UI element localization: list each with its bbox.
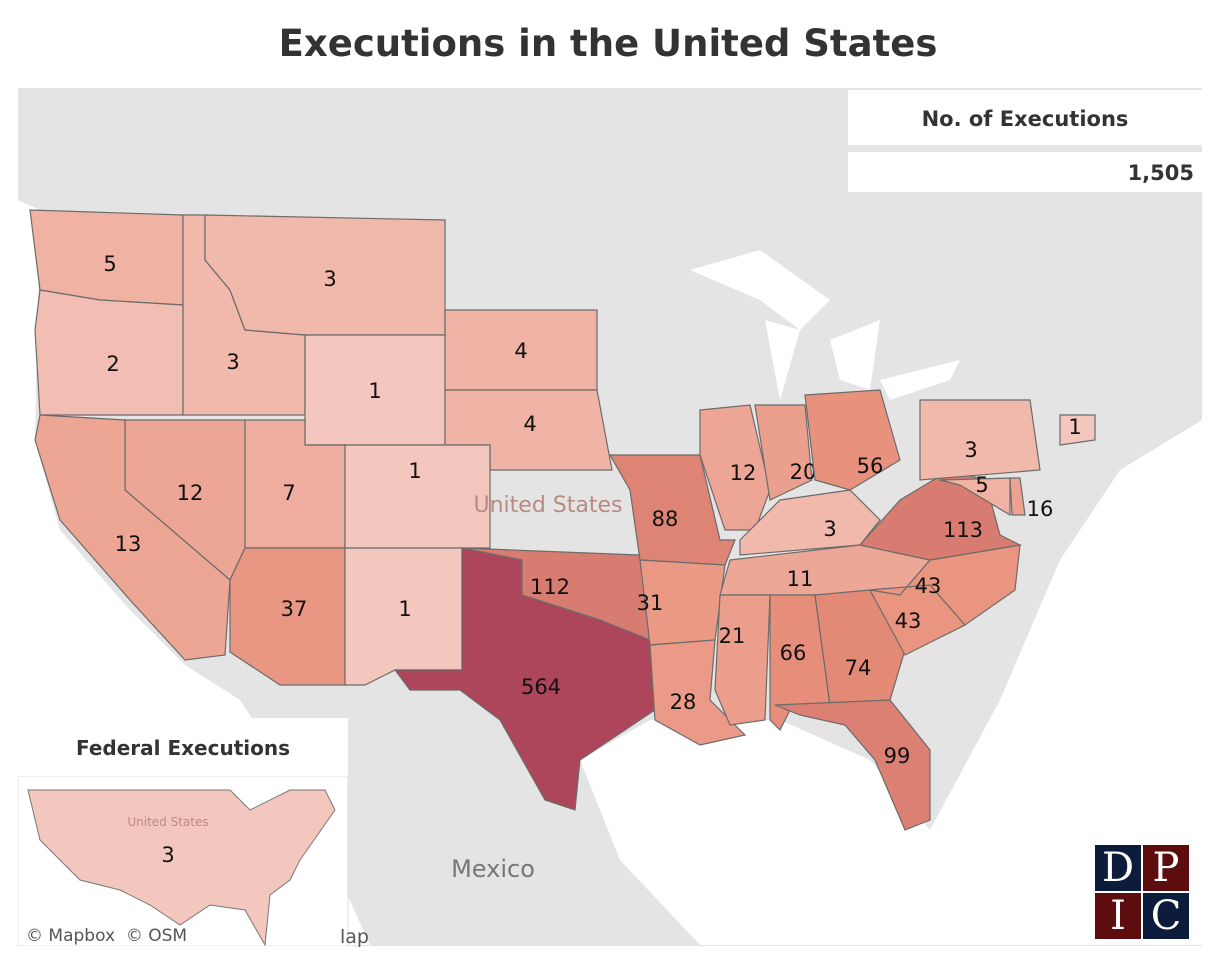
federal-value: 3 bbox=[161, 843, 174, 867]
state-shape[interactable] bbox=[919, 399, 1041, 481]
state-value-label: 3 bbox=[226, 350, 239, 374]
state-value-label: 1 bbox=[408, 459, 421, 483]
state-shape[interactable] bbox=[774, 699, 931, 831]
state-value-label: 1 bbox=[1068, 415, 1081, 439]
state-value-label: 2 bbox=[106, 352, 119, 376]
state-az[interactable]: 37 bbox=[229, 547, 346, 686]
state-value-label: 11 bbox=[787, 567, 814, 591]
state-value-label: 12 bbox=[177, 481, 204, 505]
state-shape[interactable] bbox=[649, 639, 747, 746]
state-shape[interactable] bbox=[814, 589, 906, 706]
logo-letter: P bbox=[1142, 844, 1190, 892]
state-shape[interactable] bbox=[204, 214, 446, 336]
state-shape[interactable] bbox=[754, 404, 813, 501]
state-oh[interactable]: 56 bbox=[804, 389, 901, 491]
state-wy[interactable]: 1 bbox=[304, 334, 446, 446]
state-ct[interactable]: 1 bbox=[1059, 414, 1096, 446]
page-title: Executions in the United States bbox=[278, 22, 938, 65]
federal-inset[interactable]: United States 3 bbox=[18, 775, 349, 946]
state-value-label: 1 bbox=[398, 597, 411, 621]
state-value-label: 1 bbox=[368, 379, 381, 403]
state-value-label: 4 bbox=[514, 339, 527, 363]
state-value-label: 37 bbox=[281, 597, 308, 621]
state-ky[interactable]: 3 bbox=[739, 489, 881, 556]
state-shape[interactable] bbox=[714, 594, 771, 726]
state-ca[interactable]: 13 bbox=[34, 414, 231, 661]
state-il[interactable]: 12 bbox=[699, 404, 771, 531]
state-value-label: 3 bbox=[823, 517, 836, 541]
state-mt[interactable]: 3 bbox=[204, 214, 446, 336]
state-value-label: 88 bbox=[652, 507, 679, 531]
state-value-label: 21 bbox=[719, 624, 746, 648]
state-shape[interactable] bbox=[869, 544, 1021, 626]
state-shape[interactable] bbox=[739, 489, 881, 556]
state-fl[interactable]: 99 bbox=[774, 699, 931, 831]
state-or[interactable]: 2 bbox=[34, 289, 184, 416]
gulf-ocean bbox=[580, 420, 1202, 945]
state-value-label: 28 bbox=[670, 690, 697, 714]
dpic-logo: D P I C bbox=[1092, 842, 1192, 942]
state-value-label: 3 bbox=[964, 438, 977, 462]
state-value-label: 12 bbox=[730, 461, 757, 485]
state-pa[interactable]: 3 bbox=[919, 399, 1041, 481]
state-shape[interactable] bbox=[34, 414, 231, 661]
state-la[interactable]: 28 bbox=[649, 639, 747, 746]
federal-us-shape[interactable] bbox=[27, 789, 336, 946]
state-sd[interactable]: 4 bbox=[444, 309, 598, 391]
state-in[interactable]: 20 bbox=[754, 404, 817, 501]
state-value-label: 20 bbox=[790, 460, 817, 484]
state-value-label: 112 bbox=[530, 575, 570, 599]
logo-letter: C bbox=[1142, 892, 1190, 940]
state-nc[interactable]: 43 bbox=[869, 544, 1021, 626]
state-de[interactable]: 16 bbox=[1009, 477, 1054, 521]
state-nm[interactable]: 1 bbox=[344, 547, 463, 686]
state-shape[interactable] bbox=[804, 389, 901, 491]
great-lakes bbox=[690, 250, 960, 400]
attribution[interactable]: © Mapbox © OSM bbox=[26, 926, 187, 946]
state-value-label: 31 bbox=[637, 591, 664, 615]
state-value-label: 113 bbox=[943, 518, 983, 542]
state-ar[interactable]: 31 bbox=[637, 559, 726, 646]
state-value-label: 5 bbox=[975, 473, 988, 497]
federal-country-label: United States bbox=[127, 815, 208, 829]
mapbox-link[interactable]: © Mapbox bbox=[26, 926, 116, 946]
state-md[interactable]: 5 bbox=[939, 473, 1011, 517]
state-value-label: 13 bbox=[115, 532, 142, 556]
osm-link[interactable]: © OSM bbox=[125, 926, 188, 946]
state-co[interactable]: 1 bbox=[344, 444, 491, 549]
state-value-label: 16 bbox=[1027, 497, 1054, 521]
state-value-label: 43 bbox=[895, 609, 922, 633]
country-label: United States bbox=[474, 493, 623, 518]
attribution-trailing: lap bbox=[340, 926, 369, 948]
logo-letter: D bbox=[1094, 844, 1142, 892]
state-ms[interactable]: 21 bbox=[714, 594, 771, 726]
state-value-label: 5 bbox=[103, 252, 116, 276]
logo-letter: I bbox=[1094, 892, 1142, 940]
state-shape[interactable] bbox=[344, 444, 491, 549]
state-shape[interactable] bbox=[939, 477, 1011, 517]
state-ga[interactable]: 74 bbox=[814, 589, 906, 706]
state-wa[interactable]: 5 bbox=[29, 209, 184, 306]
state-mo[interactable]: 88 bbox=[608, 454, 736, 566]
state-value-label: 3 bbox=[323, 267, 336, 291]
mexico-label: Mexico bbox=[451, 855, 535, 883]
state-value-label: 43 bbox=[915, 574, 942, 598]
state-nv[interactable]: 12 bbox=[124, 419, 246, 581]
state-value-label: 99 bbox=[884, 744, 911, 768]
state-shape[interactable] bbox=[1009, 477, 1026, 516]
state-shape[interactable] bbox=[1059, 414, 1096, 446]
state-shape[interactable] bbox=[608, 454, 736, 566]
legend-total: 1,505 bbox=[848, 152, 1202, 192]
state-value-label: 74 bbox=[845, 656, 872, 680]
state-value-label: 56 bbox=[857, 454, 884, 478]
state-value-label: 7 bbox=[282, 481, 295, 505]
legend-title: No. of Executions bbox=[848, 90, 1202, 145]
state-value-label: 66 bbox=[780, 641, 807, 665]
state-value-label: 564 bbox=[521, 675, 561, 699]
state-value-label: 4 bbox=[523, 412, 536, 436]
federal-title: Federal Executions bbox=[18, 718, 348, 776]
